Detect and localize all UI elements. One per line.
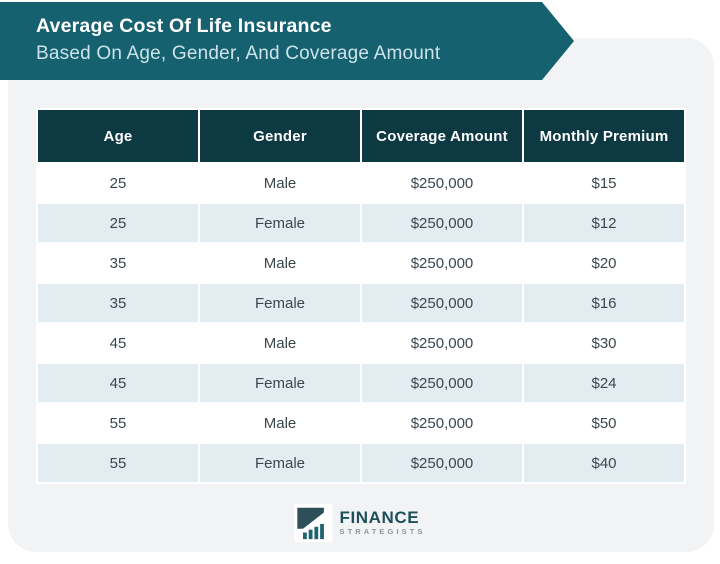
table-row: 45 Male $250,000 $30 (36, 322, 686, 364)
cell-gender: Female (198, 442, 362, 484)
cell-age: 35 (36, 282, 200, 324)
cell-premium: $24 (522, 362, 686, 404)
cell-age: 45 (36, 362, 200, 404)
finance-strategists-logo: FINANCE STRATEGISTS (294, 504, 425, 542)
insurance-cost-table: Age Gender Coverage Amount Monthly Premi… (36, 108, 686, 484)
cell-coverage: $250,000 (360, 442, 524, 484)
cell-coverage: $250,000 (360, 242, 524, 284)
cell-coverage: $250,000 (360, 322, 524, 364)
cell-gender: Male (198, 322, 362, 364)
column-header-monthly-premium: Monthly Premium (522, 108, 686, 164)
table-header-row: Age Gender Coverage Amount Monthly Premi… (36, 108, 686, 164)
cell-age: 35 (36, 242, 200, 284)
table-row: 35 Male $250,000 $20 (36, 242, 686, 284)
column-header-gender: Gender (198, 108, 362, 164)
table-row: 55 Male $250,000 $50 (36, 402, 686, 444)
cell-premium: $40 (522, 442, 686, 484)
insurance-cost-table-container: Age Gender Coverage Amount Monthly Premi… (36, 108, 686, 484)
cell-coverage: $250,000 (360, 402, 524, 444)
cell-premium: $20 (522, 242, 686, 284)
cell-age: 55 (36, 442, 200, 484)
cell-premium: $50 (522, 402, 686, 444)
cell-gender: Male (198, 162, 362, 204)
cell-gender: Female (198, 202, 362, 244)
cell-coverage: $250,000 (360, 162, 524, 204)
cell-coverage: $250,000 (360, 362, 524, 404)
cell-gender: Male (198, 402, 362, 444)
cell-premium: $15 (522, 162, 686, 204)
table-row: 55 Female $250,000 $40 (36, 442, 686, 484)
cell-coverage: $250,000 (360, 282, 524, 324)
cell-premium: $12 (522, 202, 686, 244)
table-row: 35 Female $250,000 $16 (36, 282, 686, 324)
table-row: 25 Male $250,000 $15 (36, 162, 686, 204)
brand-name: FINANCE (339, 508, 420, 527)
cell-coverage: $250,000 (360, 202, 524, 244)
table-row: 25 Female $250,000 $12 (36, 202, 686, 244)
cell-gender: Female (198, 362, 362, 404)
cell-premium: $30 (522, 322, 686, 364)
cell-premium: $16 (522, 282, 686, 324)
page-title: Average Cost Of Life Insurance (36, 15, 332, 37)
brand-subname: STRATEGISTS (339, 527, 426, 536)
cell-gender: Female (198, 282, 362, 324)
title-banner: Average Cost Of Life Insurance Based On … (0, 2, 574, 80)
cell-age: 25 (36, 162, 200, 204)
cell-gender: Male (198, 242, 362, 284)
bar-chart-growth-icon (294, 504, 333, 542)
cell-age: 25 (36, 202, 200, 244)
table-row: 45 Female $250,000 $24 (36, 362, 686, 404)
column-header-coverage-amount: Coverage Amount (360, 108, 524, 164)
cell-age: 55 (36, 402, 200, 444)
page-subtitle: Based On Age, Gender, And Coverage Amoun… (36, 43, 441, 64)
brand-text-block: FINANCE STRATEGISTS (339, 509, 425, 537)
cell-age: 45 (36, 322, 200, 364)
column-header-age: Age (36, 108, 200, 164)
